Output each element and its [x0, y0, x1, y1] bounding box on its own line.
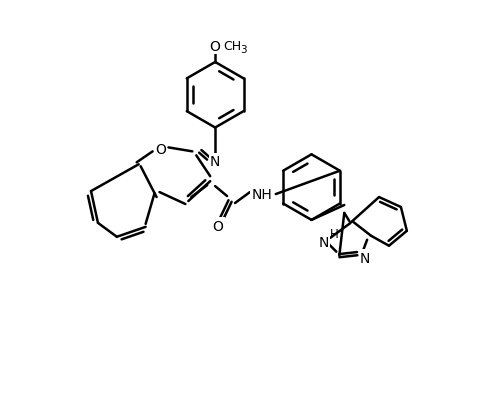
Text: O: O: [210, 40, 221, 54]
Text: O: O: [213, 219, 224, 233]
Text: N: N: [360, 251, 370, 265]
Text: 3: 3: [240, 45, 247, 55]
Text: NH: NH: [251, 188, 272, 202]
Text: O: O: [155, 143, 166, 157]
Text: N: N: [318, 235, 328, 249]
Text: N: N: [210, 155, 220, 169]
Text: H: H: [330, 228, 339, 241]
Text: CH: CH: [223, 40, 241, 52]
